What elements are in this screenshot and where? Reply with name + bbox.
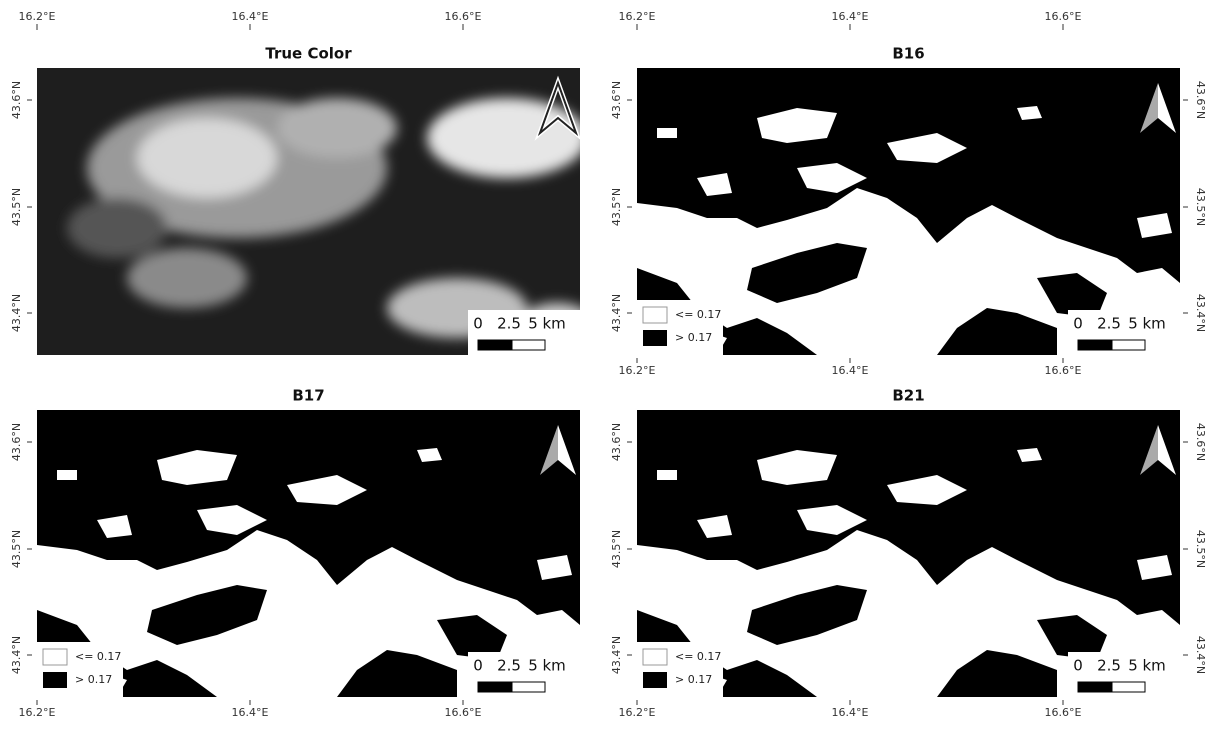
latitude-label: 43.5°N <box>610 188 623 226</box>
latitude-label: 43.4°N <box>1194 294 1207 332</box>
longitude-label: 16.4°E <box>832 706 869 719</box>
scale-bar: 0 2.5 5 km <box>468 652 580 697</box>
latitude-label: 43.4°N <box>10 636 23 674</box>
scale-label: 0 <box>1073 315 1083 333</box>
scale-label: 2.5 <box>497 657 521 675</box>
longitude-label: 16.6°E <box>1045 706 1082 719</box>
scale-seg <box>478 682 512 692</box>
scale-bar: 0 2.5 5 km <box>1068 310 1180 355</box>
scale-label: 5 km <box>528 657 566 675</box>
latitude-label: 43.5°N <box>1194 530 1207 568</box>
longitude-label: 16.6°E <box>445 10 482 23</box>
scale-label: 0 <box>1073 657 1083 675</box>
panel-title: True Color <box>265 45 352 63</box>
scale-seg <box>1112 340 1145 350</box>
legend-swatch <box>643 307 667 323</box>
latitude-label: 43.5°N <box>1194 188 1207 226</box>
latitude-label: 43.5°N <box>10 188 23 226</box>
legend-label: > 0.17 <box>675 673 712 686</box>
map-panel: B21 16.2°E 16.4°E 16.6°E 43.6°N 43.6°N 43.5°N 4… <box>610 387 1207 720</box>
latitude-label: 43.4°N <box>610 294 623 332</box>
scale-seg <box>512 340 545 350</box>
scale-label: 0 <box>473 657 483 675</box>
longitude-label: 16.2°E <box>619 706 656 719</box>
figure: True Color 16.2°E 16.4°E 16.6°E 43.6°N 43.5°N… <box>0 0 1208 747</box>
legend-label: <= 0.17 <box>75 650 121 663</box>
scale-bar: 0 2.5 5 km <box>1068 652 1180 697</box>
latitude-label: 43.6°N <box>1194 423 1207 461</box>
legend: <= 0.17 > 0.17 <box>37 642 123 697</box>
longitude-label: 16.4°E <box>832 364 869 377</box>
longitude-label: 16.2°E <box>619 364 656 377</box>
legend-swatch <box>643 330 667 346</box>
legend-label: > 0.17 <box>75 673 112 686</box>
longitude-label: 16.6°E <box>1045 364 1082 377</box>
legend-swatch <box>43 672 67 688</box>
latitude-label: 43.4°N <box>1194 636 1207 674</box>
scale-label: 0 <box>473 315 483 333</box>
longitude-label: 16.2°E <box>619 10 656 23</box>
latitude-label: 43.6°N <box>1194 81 1207 119</box>
longitude-label: 16.2°E <box>19 10 56 23</box>
legend-swatch <box>643 649 667 665</box>
scale-label: 2.5 <box>1097 657 1121 675</box>
legend-label: > 0.17 <box>675 331 712 344</box>
map-panel: B17 16.2°E 16.4°E 16.6°E 43.6°N 43.5°N 43.4°N 0… <box>10 387 580 720</box>
scale-seg <box>1078 682 1112 692</box>
longitude-label: 16.4°E <box>232 10 269 23</box>
latitude-label: 43.4°N <box>10 294 23 332</box>
longitude-label: 16.4°E <box>832 10 869 23</box>
latitude-label: 43.5°N <box>10 530 23 568</box>
legend: <= 0.17 > 0.17 <box>637 300 723 355</box>
legend-label: <= 0.17 <box>675 650 721 663</box>
latitude-label: 43.6°N <box>10 81 23 119</box>
longitude-label: 16.6°E <box>1045 10 1082 23</box>
scale-label: 2.5 <box>1097 315 1121 333</box>
legend-swatch <box>643 672 667 688</box>
scale-seg <box>512 682 545 692</box>
longitude-label: 16.6°E <box>445 706 482 719</box>
panel-title: B17 <box>292 387 324 405</box>
longitude-label: 16.4°E <box>232 706 269 719</box>
scale-seg <box>1112 682 1145 692</box>
scale-seg <box>478 340 512 350</box>
legend-swatch <box>43 649 67 665</box>
latitude-label: 43.6°N <box>610 423 623 461</box>
panel-title: B21 <box>892 387 924 405</box>
legend-label: <= 0.17 <box>675 308 721 321</box>
map-panel: B16 16.2°E 16.2°E 16.4°E 16.4°E 16.6°E 16.6°E 4… <box>610 10 1207 377</box>
scale-label: 5 km <box>1128 657 1166 675</box>
latitude-label: 43.4°N <box>610 636 623 674</box>
scale-seg <box>1078 340 1112 350</box>
latitude-label: 43.6°N <box>10 423 23 461</box>
legend: <= 0.17 > 0.17 <box>637 642 723 697</box>
longitude-label: 16.2°E <box>19 706 56 719</box>
scale-bar: 0 2.5 5 km <box>468 310 580 355</box>
scale-label: 2.5 <box>497 315 521 333</box>
scale-label: 5 km <box>1128 315 1166 333</box>
latitude-label: 43.6°N <box>610 81 623 119</box>
panel-title: B16 <box>892 45 924 63</box>
scale-label: 5 km <box>528 315 566 333</box>
map-panel: True Color 16.2°E 16.4°E 16.6°E 43.6°N 43.5°N… <box>10 10 597 355</box>
latitude-label: 43.5°N <box>610 530 623 568</box>
